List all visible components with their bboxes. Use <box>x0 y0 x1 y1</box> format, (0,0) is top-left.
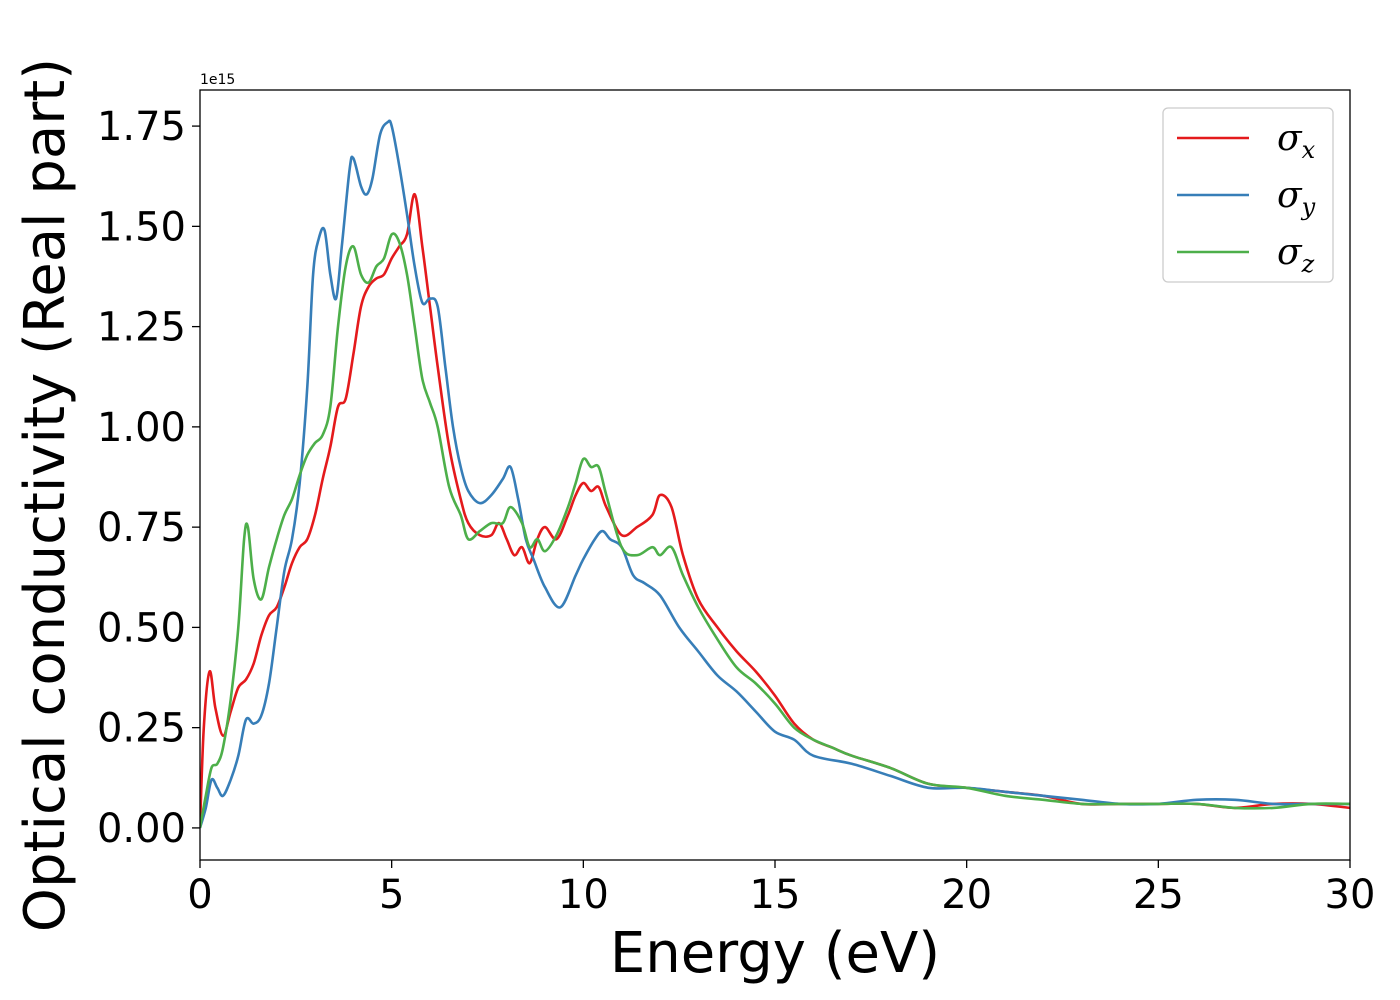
x-tick-label: 5 <box>379 872 404 918</box>
x-tick-label: 15 <box>750 872 801 918</box>
x-tick-label: 25 <box>1133 872 1184 918</box>
y-tick-label: 0.25 <box>97 706 186 752</box>
x-axis-label: Energy (eV) <box>610 921 940 986</box>
ticks-layer: 0 5 10 15 20 25 30 0.00 0.25 0.50 0.75 1.00 1.25 1.50… <box>97 104 1376 918</box>
x-tick-label: 0 <box>187 872 212 918</box>
x-tick-label: 10 <box>558 872 609 918</box>
x-tick-label: 20 <box>941 872 992 918</box>
series-layer <box>200 119 1350 829</box>
series-line-z <box>200 232 1350 829</box>
x-tick-label: 30 <box>1325 872 1376 918</box>
y-tick-label: 1.25 <box>97 305 186 351</box>
y-tick-label: 1.50 <box>97 204 186 250</box>
y-tick-label: 1.00 <box>97 405 186 451</box>
legend-label-z: σz <box>1277 232 1315 278</box>
legend: σx σy σz <box>1162 107 1334 283</box>
legend-label-y: σy <box>1277 175 1316 221</box>
y-tick-label: 0.50 <box>97 605 186 651</box>
legend-label-x: σx <box>1277 118 1316 164</box>
y-axis-label: Optical conductivity (Real part) <box>13 58 78 932</box>
y-tick-label: 0.75 <box>97 505 186 551</box>
y-tick-label: 1.75 <box>97 104 186 150</box>
y-axis-offset-label: 1e15 <box>200 72 235 88</box>
series-line-y <box>200 119 1350 829</box>
y-tick-label: 0.00 <box>97 806 186 852</box>
